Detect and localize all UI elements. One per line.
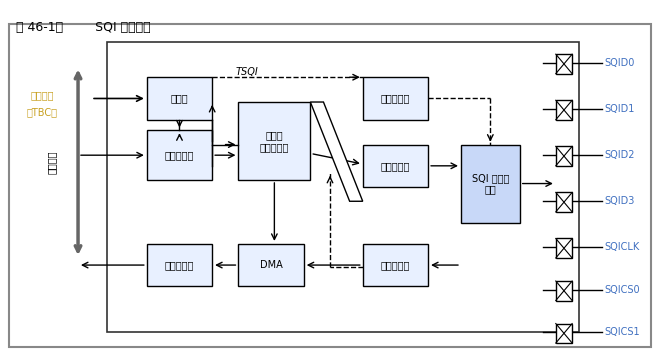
Text: 图 46-1：        SQI 模块框图: 图 46-1： SQI 模块框图 bbox=[16, 21, 150, 33]
FancyBboxPatch shape bbox=[363, 77, 428, 120]
Text: （TBC）: （TBC） bbox=[26, 108, 57, 118]
Text: 总线从器件: 总线从器件 bbox=[165, 150, 194, 160]
FancyBboxPatch shape bbox=[238, 102, 310, 180]
Text: SQICS1: SQICS1 bbox=[605, 327, 640, 337]
Bar bbox=[556, 238, 572, 258]
Text: SQID0: SQID0 bbox=[605, 58, 635, 68]
Text: SQICS0: SQICS0 bbox=[605, 285, 640, 295]
Bar bbox=[556, 54, 572, 74]
Text: SQID3: SQID3 bbox=[605, 196, 635, 206]
Text: SQICLK: SQICLK bbox=[605, 242, 640, 252]
Text: 控制和
状态寄存器: 控制和 状态寄存器 bbox=[259, 130, 289, 152]
Text: SQID1: SQID1 bbox=[605, 104, 635, 114]
Text: 接收缓冲区: 接收缓冲区 bbox=[381, 260, 410, 270]
Bar bbox=[108, 42, 579, 332]
Text: 系统总线: 系统总线 bbox=[47, 150, 57, 174]
FancyBboxPatch shape bbox=[147, 244, 213, 286]
FancyBboxPatch shape bbox=[147, 77, 213, 120]
FancyBboxPatch shape bbox=[461, 145, 520, 222]
Bar bbox=[556, 281, 572, 301]
FancyBboxPatch shape bbox=[238, 244, 304, 286]
Text: SQI 主器件
接口: SQI 主器件 接口 bbox=[472, 173, 509, 194]
Bar bbox=[556, 324, 572, 343]
Bar bbox=[556, 192, 572, 212]
Text: 总线主器件: 总线主器件 bbox=[165, 260, 194, 270]
Text: 分频器: 分频器 bbox=[171, 94, 188, 103]
Polygon shape bbox=[310, 102, 363, 201]
Text: 控制缓冲区: 控制缓冲区 bbox=[381, 94, 410, 103]
Bar bbox=[556, 100, 572, 120]
Bar bbox=[556, 146, 572, 166]
FancyBboxPatch shape bbox=[363, 244, 428, 286]
Text: SQID2: SQID2 bbox=[605, 150, 636, 160]
FancyBboxPatch shape bbox=[147, 130, 213, 180]
Text: 发送缓冲区: 发送缓冲区 bbox=[381, 161, 410, 171]
FancyBboxPatch shape bbox=[363, 145, 428, 187]
Text: 基本时钟: 基本时钟 bbox=[30, 90, 54, 100]
Text: DMA: DMA bbox=[260, 260, 282, 270]
Text: TSQI: TSQI bbox=[235, 67, 258, 77]
